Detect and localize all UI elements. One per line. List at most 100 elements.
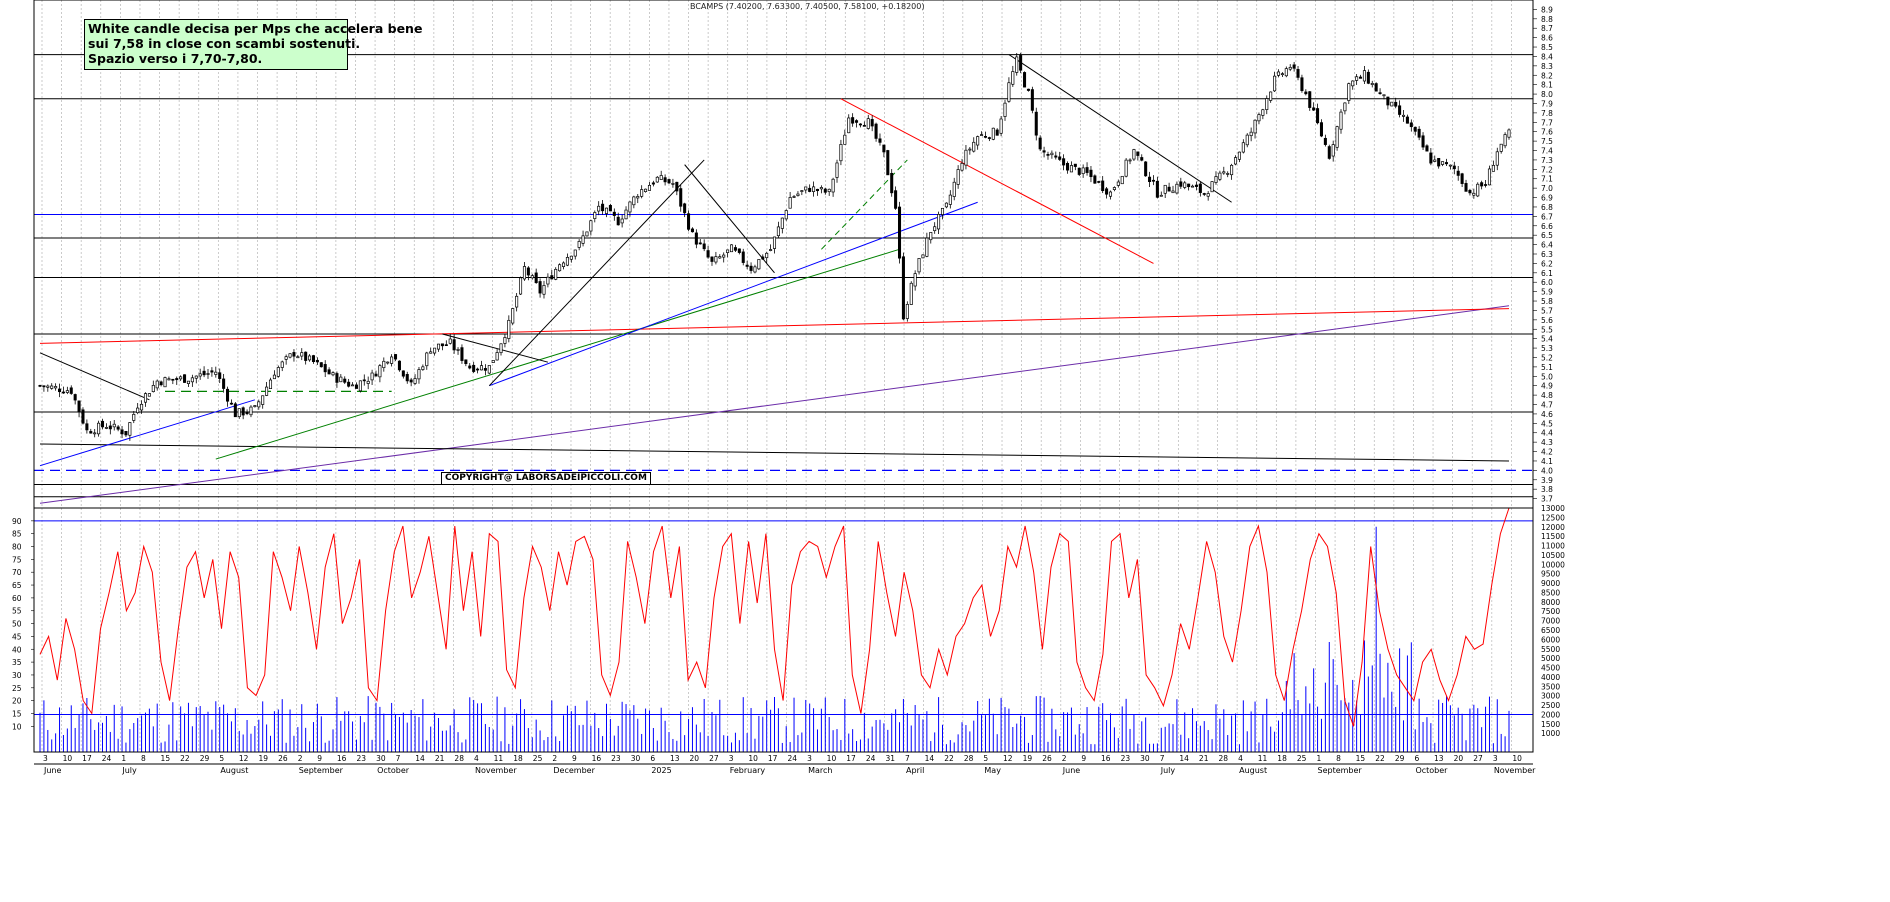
candle-body: [757, 259, 761, 270]
candle-body: [921, 254, 925, 259]
price-tick-label: 8.6: [1541, 34, 1553, 43]
candle-body: [198, 373, 202, 377]
candle-body: [569, 255, 573, 260]
candle-body: [1390, 101, 1394, 107]
x-tick-label: 6: [650, 754, 655, 763]
candle-body: [171, 378, 175, 381]
candle-body: [1148, 176, 1152, 182]
candle-body: [58, 388, 62, 393]
candle-body: [1198, 183, 1202, 193]
candle-body: [433, 347, 437, 354]
black-descending-trendline: [1008, 54, 1232, 203]
candle-body: [38, 385, 42, 387]
x-tick-label: 3: [729, 754, 734, 763]
volume-tick-label: 6500: [1541, 626, 1560, 635]
candle-body: [1394, 101, 1398, 107]
candle-body: [659, 175, 663, 180]
candle-body: [1222, 171, 1226, 174]
oscillator-panel: [34, 507, 1533, 752]
candle-body: [1132, 149, 1136, 160]
candle-body: [1460, 173, 1464, 184]
candle-body: [1069, 165, 1073, 173]
candle-body: [823, 188, 827, 193]
price-tick-label: 3.9: [1541, 476, 1553, 485]
candle-body: [323, 364, 327, 373]
x-tick-label: 3: [807, 754, 812, 763]
candle-body: [1433, 159, 1437, 162]
x-tick-label: 16: [1101, 754, 1111, 763]
osc-tick-label: 50: [12, 620, 22, 629]
candle-body: [1409, 122, 1413, 128]
osc-tick-label: 75: [12, 555, 22, 564]
price-tick-label: 5.0: [1541, 372, 1553, 381]
candle-body: [268, 379, 273, 389]
candle-body: [812, 186, 816, 192]
candle-body: [143, 393, 148, 403]
candle-body: [565, 257, 569, 266]
candle-body: [976, 136, 980, 146]
osc-tick-label: 70: [12, 568, 22, 577]
volume-tick-label: 11500: [1541, 532, 1565, 541]
candle-body: [538, 281, 542, 294]
osc-tick-label: 40: [12, 645, 22, 654]
candle-body: [534, 272, 538, 284]
candle-body: [1359, 76, 1363, 79]
candle-body: [651, 182, 655, 185]
candle-body: [421, 366, 425, 370]
candle-body: [1073, 163, 1077, 167]
candle-body: [1065, 162, 1070, 171]
candle-body: [952, 181, 956, 197]
candle-body: [1116, 181, 1120, 186]
x-month-label: April: [906, 766, 924, 775]
candle-body: [769, 249, 773, 251]
x-tick-label: 14: [1179, 754, 1189, 763]
candle-body: [1140, 157, 1144, 161]
candle-body: [1233, 157, 1238, 165]
candle-body: [476, 368, 480, 371]
candle-body: [1386, 96, 1390, 106]
red-long-trendline: [39, 308, 1510, 344]
candle-body: [1269, 91, 1273, 101]
candle-body: [855, 120, 859, 123]
candle-body: [46, 385, 50, 388]
volume-tick-label: 1500: [1541, 720, 1560, 729]
candle-body: [179, 376, 183, 380]
price-tick-label: 5.6: [1541, 316, 1553, 325]
x-month-label: October: [1415, 766, 1448, 775]
price-tick-label: 3.7: [1541, 495, 1553, 504]
x-tick-label: 2: [552, 754, 557, 763]
price-tick-label: 4.0: [1541, 466, 1553, 475]
volume-tick-label: 10000: [1541, 560, 1565, 569]
candle-body: [1265, 98, 1269, 110]
candle-body: [1011, 71, 1015, 85]
annotation-line-2: sui 7,58 in close con scambi sostenuti.: [88, 36, 361, 51]
candle-body: [1038, 137, 1042, 150]
x-tick-label: 22: [944, 754, 954, 763]
candle-body: [409, 379, 413, 383]
candle-body: [741, 251, 745, 263]
osc-tick-label: 35: [12, 658, 22, 667]
candle-body: [1230, 164, 1234, 176]
x-tick-label: 19: [1023, 754, 1033, 763]
candle-body: [272, 374, 276, 380]
price-tick-label: 7.5: [1541, 137, 1553, 146]
candle-body: [1480, 182, 1484, 187]
x-month-label: May: [984, 766, 1001, 775]
candle-body: [601, 203, 605, 212]
candle-body: [1194, 184, 1198, 187]
candle-body: [73, 394, 77, 401]
price-tick-label: 6.5: [1541, 231, 1553, 240]
candle-body: [737, 248, 741, 253]
x-tick-label: 17: [82, 754, 92, 763]
x-tick-label: 23: [611, 754, 621, 763]
candle-body: [261, 395, 265, 405]
x-tick-label: 12: [1003, 754, 1013, 763]
candle-body: [515, 295, 519, 308]
price-tick-label: 7.9: [1541, 99, 1553, 108]
candle-body: [440, 343, 444, 347]
candle-body: [964, 149, 968, 166]
candle-body: [1382, 94, 1386, 97]
candle-body: [1503, 134, 1507, 147]
x-tick-label: 22: [180, 754, 190, 763]
candle-body: [585, 231, 589, 237]
